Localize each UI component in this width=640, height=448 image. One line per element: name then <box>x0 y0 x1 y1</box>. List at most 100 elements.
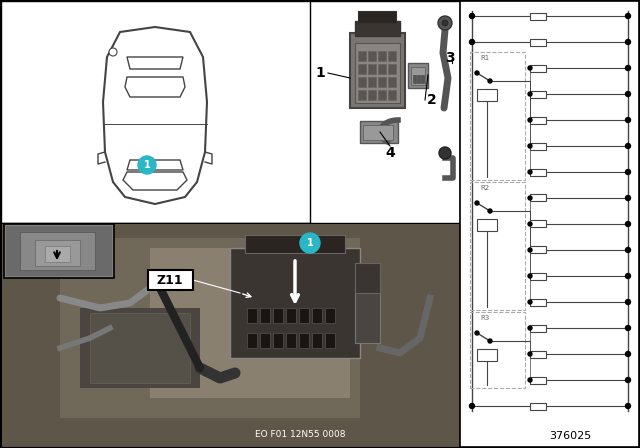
Text: R1: R1 <box>480 55 489 61</box>
Circle shape <box>528 118 532 122</box>
Circle shape <box>528 196 532 200</box>
Bar <box>460 1 639 447</box>
Bar <box>530 90 546 98</box>
Bar <box>378 51 386 61</box>
Circle shape <box>625 65 630 70</box>
Bar <box>388 64 396 74</box>
Bar <box>299 308 309 323</box>
Circle shape <box>300 233 320 253</box>
Bar <box>530 65 546 72</box>
Bar <box>312 333 322 348</box>
Bar <box>530 39 546 46</box>
Text: 1: 1 <box>307 238 314 248</box>
Bar <box>530 168 546 176</box>
Bar <box>355 43 400 103</box>
Bar <box>360 121 398 143</box>
Circle shape <box>488 339 492 343</box>
Text: 4: 4 <box>385 146 395 160</box>
Text: Z11: Z11 <box>157 273 183 287</box>
Bar <box>358 51 366 61</box>
Circle shape <box>625 352 630 357</box>
Text: 376025: 376025 <box>549 431 591 441</box>
Circle shape <box>528 300 532 304</box>
Bar <box>1 223 460 447</box>
Circle shape <box>625 247 630 253</box>
Bar <box>4 224 114 278</box>
Bar <box>363 125 393 140</box>
Circle shape <box>528 222 532 226</box>
Circle shape <box>625 143 630 148</box>
Bar <box>286 333 296 348</box>
Bar <box>378 64 386 74</box>
Bar <box>325 308 335 323</box>
Bar <box>470 312 525 388</box>
Bar <box>421 75 424 83</box>
Bar <box>530 116 546 124</box>
Bar <box>358 77 366 87</box>
Bar <box>325 333 335 348</box>
Circle shape <box>528 144 532 148</box>
Circle shape <box>625 13 630 18</box>
Circle shape <box>625 91 630 96</box>
Bar <box>355 263 380 293</box>
Circle shape <box>625 273 630 279</box>
Bar <box>260 308 270 323</box>
Circle shape <box>488 79 492 83</box>
Bar <box>477 89 497 101</box>
Bar <box>273 308 283 323</box>
Bar <box>470 52 525 180</box>
Bar <box>530 194 546 202</box>
Bar <box>388 51 396 61</box>
Bar <box>60 238 360 418</box>
Bar <box>247 333 257 348</box>
Bar <box>368 51 376 61</box>
Circle shape <box>625 39 630 44</box>
Circle shape <box>475 71 479 75</box>
Circle shape <box>528 274 532 278</box>
Bar <box>530 324 546 332</box>
Bar <box>530 272 546 280</box>
Bar <box>530 298 546 306</box>
Circle shape <box>625 195 630 201</box>
Bar <box>530 246 546 254</box>
Bar <box>358 90 366 100</box>
Bar <box>245 235 345 253</box>
Bar <box>350 33 405 108</box>
Bar <box>299 333 309 348</box>
Circle shape <box>470 404 474 409</box>
Bar <box>530 350 546 358</box>
Circle shape <box>470 39 474 44</box>
Bar <box>247 308 257 323</box>
Bar <box>413 75 416 83</box>
Circle shape <box>138 156 156 174</box>
Bar <box>417 75 420 83</box>
Bar <box>378 77 386 87</box>
Bar <box>388 90 396 100</box>
Circle shape <box>528 66 532 70</box>
Bar <box>273 333 283 348</box>
Bar <box>358 11 396 23</box>
Bar <box>80 308 200 388</box>
Bar <box>530 220 546 228</box>
Circle shape <box>439 147 451 159</box>
Circle shape <box>488 209 492 213</box>
Circle shape <box>528 378 532 382</box>
Bar <box>1 1 311 223</box>
Bar <box>355 283 380 343</box>
Bar <box>260 333 270 348</box>
Bar <box>90 313 190 383</box>
Circle shape <box>475 201 479 205</box>
Text: 2: 2 <box>427 93 437 107</box>
Bar <box>368 90 376 100</box>
Text: R2: R2 <box>480 185 489 191</box>
Circle shape <box>528 326 532 330</box>
Bar <box>358 64 366 74</box>
Circle shape <box>625 300 630 305</box>
Circle shape <box>109 48 117 56</box>
Bar <box>6 226 112 276</box>
Bar <box>530 142 546 150</box>
Bar <box>411 67 425 85</box>
Text: 3: 3 <box>445 51 455 65</box>
Text: 1: 1 <box>315 66 325 80</box>
Bar <box>368 77 376 87</box>
